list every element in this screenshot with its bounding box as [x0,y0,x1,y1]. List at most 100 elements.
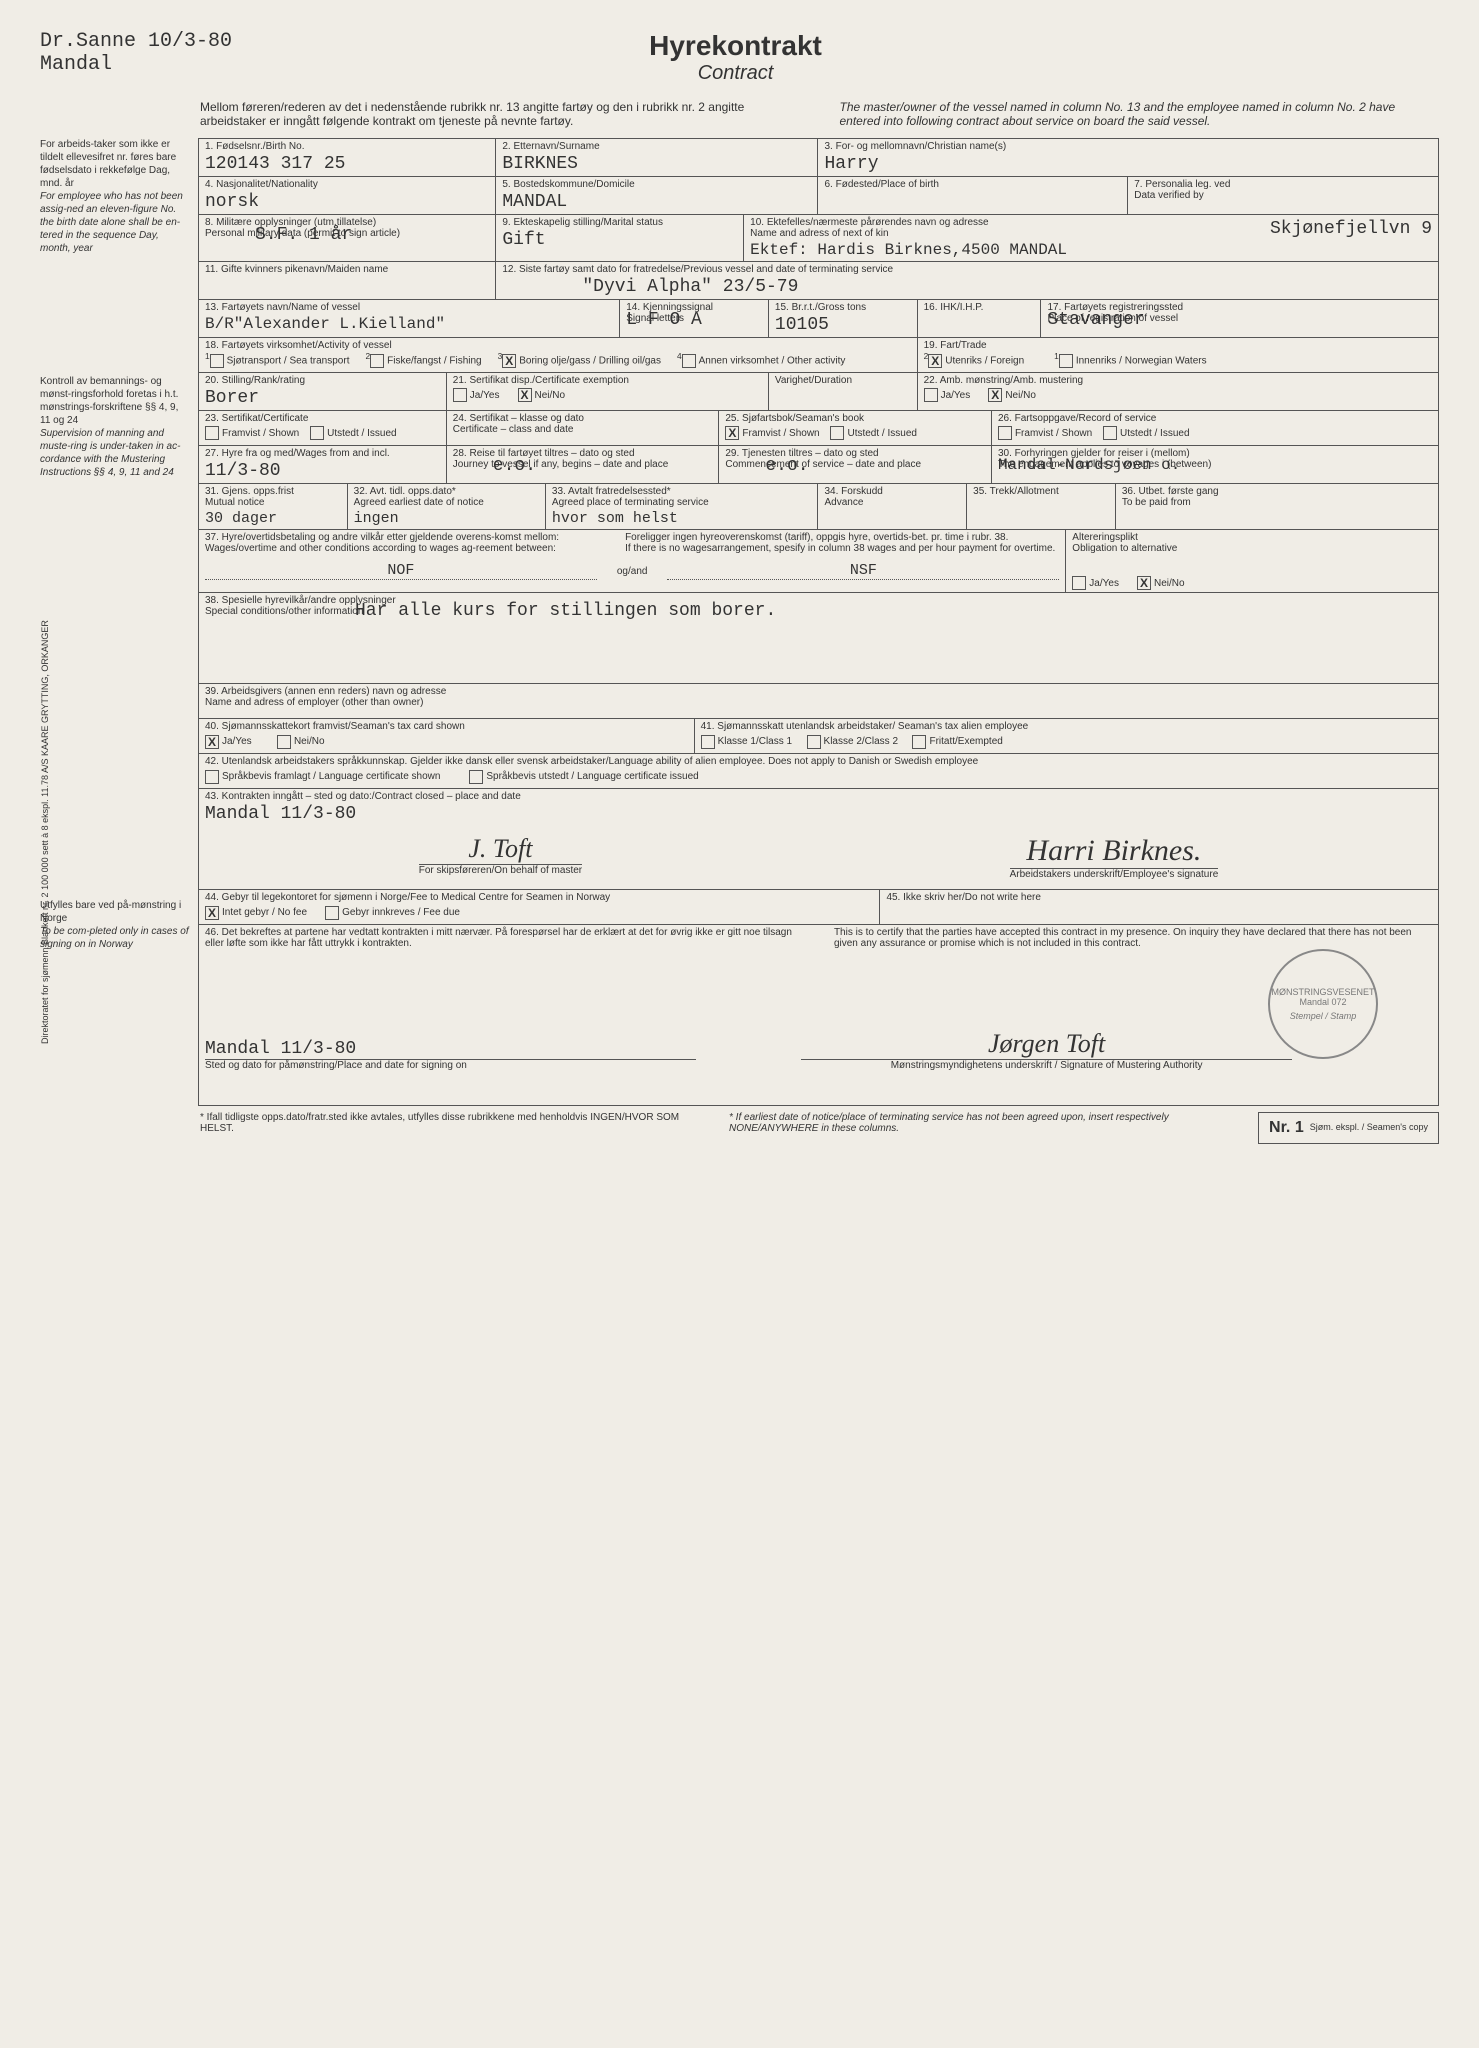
c41-o1: Klasse 1/Class 1 [701,736,792,747]
authority-signature: Jørgen Toft [801,1029,1292,1059]
c25-u: Utstedt / Issued [830,428,916,439]
c5-val: MANDAL [502,192,811,212]
copy-number: Nr. 1 Sjøm. ekspl. / Seamen's copy [1258,1112,1439,1144]
c20-val: Borer [205,388,440,408]
c33-lbl: 33. Avtalt fratredelsessted* [552,486,812,497]
c19-o2: 2Utenriks / Foreign [924,351,1025,368]
c37-og: og/and [617,566,648,577]
c4-lbl: 4. Nasjonalitet/Nationality [205,179,489,190]
varighet-lbl: Varighet/Duration [775,375,911,386]
c3-val: Harry [824,154,1432,174]
c13-lbl: 13. Fartøyets navn/Name of vessel [205,302,613,313]
alt-n: Nei/No [1137,578,1185,589]
c10b-val: Ektef: Hardis Birknes,4500 MANDAL [750,241,1432,259]
c39-lbl: 39. Arbeidsgivers (annen enn reders) nav… [205,686,1432,697]
c37-r2: If there is no wagesarrangement, spesify… [625,543,1059,554]
c36-lbl2: To be paid from [1122,497,1432,508]
c41-o2: Klasse 2/Class 2 [807,736,898,747]
c9-val: Gift [502,230,737,250]
c23-lbl: 23. Sertifikat/Certificate [205,413,440,424]
c23-u: Utstedt / Issued [310,428,396,439]
c22-lbl: 22. Amb. mønstring/Amb. mustering [924,375,1432,386]
c20-lbl: 20. Stilling/Rank/rating [205,375,440,386]
c5-lbl: 5. Bostedskommune/Domicile [502,179,811,190]
alt-lbl2: Obligation to alternative [1072,543,1432,554]
employee-sig-lbl: Arbeidstakers underskrift/Employee's sig… [1010,868,1219,880]
c7-lbl: 7. Personalia leg. ved [1134,179,1432,190]
c15-lbl: 15. Br.r.t./Gross tons [775,302,911,313]
c23-f: Framvist / Shown [205,428,299,439]
c24-lbl: 24. Sertifikat – klasse og dato [453,413,713,424]
c30-val: Mandal-Nordsjøen o. [998,456,1432,474]
c45-lbl: 45. Ikke skriv her/Do not write here [886,892,1432,903]
c38-val: Har alle kurs for stillingen som borer. [355,601,1432,621]
c1-val: 120143 317 25 [205,154,489,174]
c11-lbl: 11. Gifte kvinners pikenavn/Maiden name [205,264,489,275]
rail-1: For arbeids-taker som ikke er tildelt el… [40,138,190,190]
c36-lbl: 36. Utbet. første gang [1122,486,1432,497]
c24-lbl2: Certificate – class and date [453,424,713,435]
doctor-place: Mandal [40,53,232,76]
c10-lbl2: Name and adress of next of kin [750,228,988,239]
c9-lbl: 9. Ekteskapelig stilling/Marital status [502,217,737,228]
c41-o3: Fritatt/Exempted [912,736,1002,747]
title-en: Contract [232,62,1239,85]
authority-sig-lbl: Mønstringsmyndighetens underskrift / Sig… [801,1059,1292,1071]
c33-lbl2: Agreed place of terminating service [552,497,812,508]
c44-lbl: 44. Gebyr til legekontoret for sjømenn i… [205,892,873,903]
c42-lbl: 42. Utenlandsk arbeidstakers språkkunnsk… [205,756,1432,767]
c46-place-lbl: Sted og dato for påmønstring/Place and d… [205,1059,696,1071]
master-sig-lbl: For skipsføreren/On behalf of master [419,864,582,876]
c7-lbl2: Data verified by [1134,190,1432,201]
rail-1-en: For employee who has not been assig-ned … [40,190,190,255]
c4-val: norsk [205,192,489,212]
c13-val: B/R"Alexander L.Kielland" [205,315,613,333]
c17-val: Stavanger [1047,310,1432,330]
c37-lbl2: Wages/overtime and other conditions acco… [205,543,615,554]
c19-o1: 1Innenriks / Norwegian Waters [1054,351,1206,368]
c27-lbl: 27. Hyre fra og med/Wages from and incl. [205,448,440,459]
side-print: Direktoratet for sjømenn Blankett nr. 2 … [40,621,50,1045]
footnote-left: * Ifall tidligste opps.dato/fratr.sted i… [200,1112,696,1144]
c10a-val: Skjønefjellvn 9 [1270,219,1432,239]
c43-lbl: 43. Kontrakten inngått – sted og dato:/C… [205,791,1432,802]
c35-lbl: 35. Trekk/Allotment [973,486,1109,497]
c26-u: Utstedt / Issued [1103,428,1189,439]
c26-f: Framvist / Shown [998,428,1092,439]
c18-o2: 2Fiske/fangst / Fishing [365,351,481,368]
c10-lbl: 10. Ektefelles/nærmeste pårørendes navn … [750,217,988,228]
doctor-line: Dr.Sanne 10/3-80 [40,30,232,53]
c12-val: "Dyvi Alpha" 23/5-79 [582,277,1432,297]
rail-3: Utfylles bare ved på-mønstring i Norge [40,899,190,925]
c25-f: Framvist / Shown [725,428,819,439]
c44-o1: Intet gebyr / No fee [205,907,307,918]
c2-val: BIRKNES [502,154,811,174]
c34-lbl2: Advance [824,497,960,508]
rail-2: Kontroll av bemannings- og mønst-ringsfo… [40,375,190,427]
c31-lbl2: Mutual notice [205,497,341,508]
c42-o1: Språkbevis framlagt / Language certifica… [205,771,440,782]
c37-v1: NOF [205,562,597,580]
c15-val: 10105 [775,315,911,335]
rail-2-en: Supervision of manning and muste-ring is… [40,427,190,479]
c18-o3: 3Boring olje/gass / Drilling oil/gas [498,351,661,368]
c46-place: Mandal 11/3-80 [205,1039,696,1059]
title-no: Hyrekontrakt [232,30,1239,62]
c6-lbl: 6. Fødested/Place of birth [824,179,1121,190]
c14-val: L F O A [626,310,762,330]
c33-val: hvor som helst [552,510,812,527]
c19-lbl: 19. Fart/Trade [924,340,1432,351]
c46-lbl: 46. Det bekreftes at partene har vedtatt… [205,927,794,949]
c27-val: 11/3-80 [205,461,440,481]
c16-lbl: 16. IHK/I.H.P. [924,302,1035,313]
c18-o4: 4Annen virksomhet / Other activity [677,351,845,368]
c41-lbl: 41. Sjømannsskatt utenlandsk arbeidstake… [701,721,1432,732]
c46-en: This is to certify that the parties have… [834,927,1432,949]
intro-en: The master/owner of the vessel named in … [840,100,1440,128]
alt-y: Ja/Yes [1072,578,1119,589]
c37-r1: Foreligger ingen hyreoverenskomst (tarif… [625,532,1059,543]
c22-y: Ja/Yes [924,390,971,401]
c2-lbl: 2. Etternavn/Surname [502,141,811,152]
c12-lbl: 12. Siste fartøy samt dato for fratredel… [502,264,1432,275]
c32-val: ingen [354,510,539,527]
